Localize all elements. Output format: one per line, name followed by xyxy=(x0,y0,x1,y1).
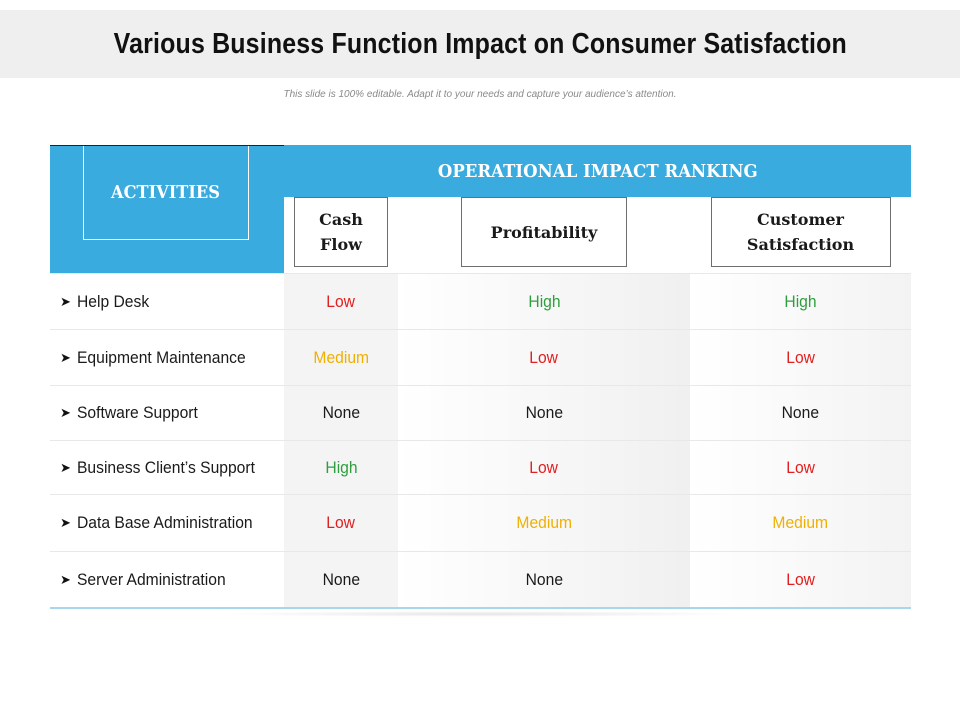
activity-cell: ➤ Business Client’s Support xyxy=(50,441,284,494)
customer-satisfaction-value: None xyxy=(781,403,820,422)
table-shadow xyxy=(210,611,750,617)
arrow-right-icon: ➤ xyxy=(60,515,71,530)
customer-satisfaction-cell: Low xyxy=(690,330,911,385)
activity-label: Data Base Administration xyxy=(76,513,253,532)
customer-satisfaction-value: Low xyxy=(786,347,815,367)
customer-satisfaction-cell: Low xyxy=(690,552,911,607)
profitability-value: Low xyxy=(529,457,559,477)
profitability-cell: None xyxy=(398,552,690,607)
table-row: ➤ Data Base Administration Low Medium Medium xyxy=(50,494,911,551)
activity-label: Help Desk xyxy=(76,291,150,311)
activity-label: Server Administration xyxy=(76,569,226,589)
title-bar: Various Business Function Impact on Cons… xyxy=(0,10,960,78)
activity-cell: ➤ Server Administration xyxy=(50,552,284,607)
activity-cell: ➤ Software Support xyxy=(50,386,284,440)
customer-satisfaction-value: Medium xyxy=(772,513,829,532)
operational-impact-label: OPERATIONAL IMPACT RANKING xyxy=(437,160,758,182)
cash-flow-header: Cash Flow xyxy=(294,197,388,267)
cash-flow-value: Low xyxy=(326,513,356,532)
profitability-value: None xyxy=(525,403,563,422)
cash-flow-header-label: Cash Flow xyxy=(319,210,363,254)
cash-flow-value: Medium xyxy=(313,347,369,367)
profitability-header: Profitability xyxy=(461,197,627,267)
arrow-right-icon: ➤ xyxy=(60,459,71,475)
profitability-cell: Low xyxy=(398,330,690,385)
table-row: ➤ Equipment Maintenance Medium Low Low xyxy=(50,329,911,385)
customer-satisfaction-value: Low xyxy=(786,457,815,477)
cash-flow-value: Low xyxy=(326,291,356,311)
activity-cell: ➤ Help Desk xyxy=(50,274,284,329)
activities-header-box: ACTIVITIES xyxy=(83,145,249,240)
table-bottom-rule xyxy=(50,607,911,609)
arrow-right-icon: ➤ xyxy=(60,349,71,365)
operational-impact-header: OPERATIONAL IMPACT RANKING xyxy=(284,145,911,197)
page-title: Various Business Function Impact on Cons… xyxy=(113,27,847,60)
arrow-right-icon: ➤ xyxy=(60,571,71,587)
customer-satisfaction-value: High xyxy=(784,291,817,311)
cash-flow-value: None xyxy=(322,403,360,422)
customer-satisfaction-cell: High xyxy=(690,274,911,329)
customer-satisfaction-header: Customer Satisfaction xyxy=(710,197,891,267)
profitability-cell: None xyxy=(398,386,690,440)
profitability-value: None xyxy=(525,569,563,589)
cash-flow-cell: Medium xyxy=(284,330,398,385)
table-row: ➤ Software Support None None None xyxy=(50,385,911,440)
customer-satisfaction-cell: Low xyxy=(690,441,911,494)
activities-header-cell: ACTIVITIES xyxy=(50,145,284,273)
arrow-right-icon: ➤ xyxy=(60,405,71,420)
page-subtitle: This slide is 100% editable. Adapt it to… xyxy=(283,89,677,100)
customer-satisfaction-value: Low xyxy=(786,569,815,589)
profitability-cell: Medium xyxy=(398,495,690,551)
cash-flow-cell: Low xyxy=(284,274,398,329)
table-row: ➤ Business Client’s Support High Low Low xyxy=(50,440,911,494)
profitability-value: Medium xyxy=(516,513,572,532)
customer-satisfaction-header-label: Customer Satisfaction xyxy=(746,210,855,254)
cash-flow-value: None xyxy=(322,569,360,589)
cash-flow-cell: Low xyxy=(284,495,398,551)
profitability-header-cell: Profitability xyxy=(398,197,690,273)
cash-flow-cell: None xyxy=(284,386,398,440)
impact-table: ACTIVITIES OPERATIONAL IMPACT RANKING Ca… xyxy=(50,145,911,617)
activity-cell: ➤ Data Base Administration xyxy=(50,495,284,551)
table-row: ➤ Help Desk Low High High xyxy=(50,273,911,329)
activity-cell: ➤ Equipment Maintenance xyxy=(50,330,284,385)
activity-label: Software Support xyxy=(76,403,198,422)
cash-flow-header-cell: Cash Flow xyxy=(284,197,398,273)
profitability-header-label: Profitability xyxy=(490,222,598,242)
activity-label: Business Client’s Support xyxy=(76,457,255,477)
profitability-cell: High xyxy=(398,274,690,329)
cash-flow-value: High xyxy=(324,457,358,477)
customer-satisfaction-cell: None xyxy=(690,386,911,440)
profitability-value: Low xyxy=(529,347,559,367)
cash-flow-cell: None xyxy=(284,552,398,607)
table-row: ➤ Server Administration None None Low xyxy=(50,551,911,607)
profitability-cell: Low xyxy=(398,441,690,494)
customer-satisfaction-cell: Medium xyxy=(690,495,911,551)
cash-flow-cell: High xyxy=(284,441,398,494)
customer-satisfaction-header-cell: Customer Satisfaction xyxy=(690,197,911,273)
arrow-right-icon: ➤ xyxy=(60,293,71,309)
activities-header: ACTIVITIES xyxy=(111,181,221,203)
profitability-value: High xyxy=(527,291,561,311)
activity-label: Equipment Maintenance xyxy=(76,347,246,367)
